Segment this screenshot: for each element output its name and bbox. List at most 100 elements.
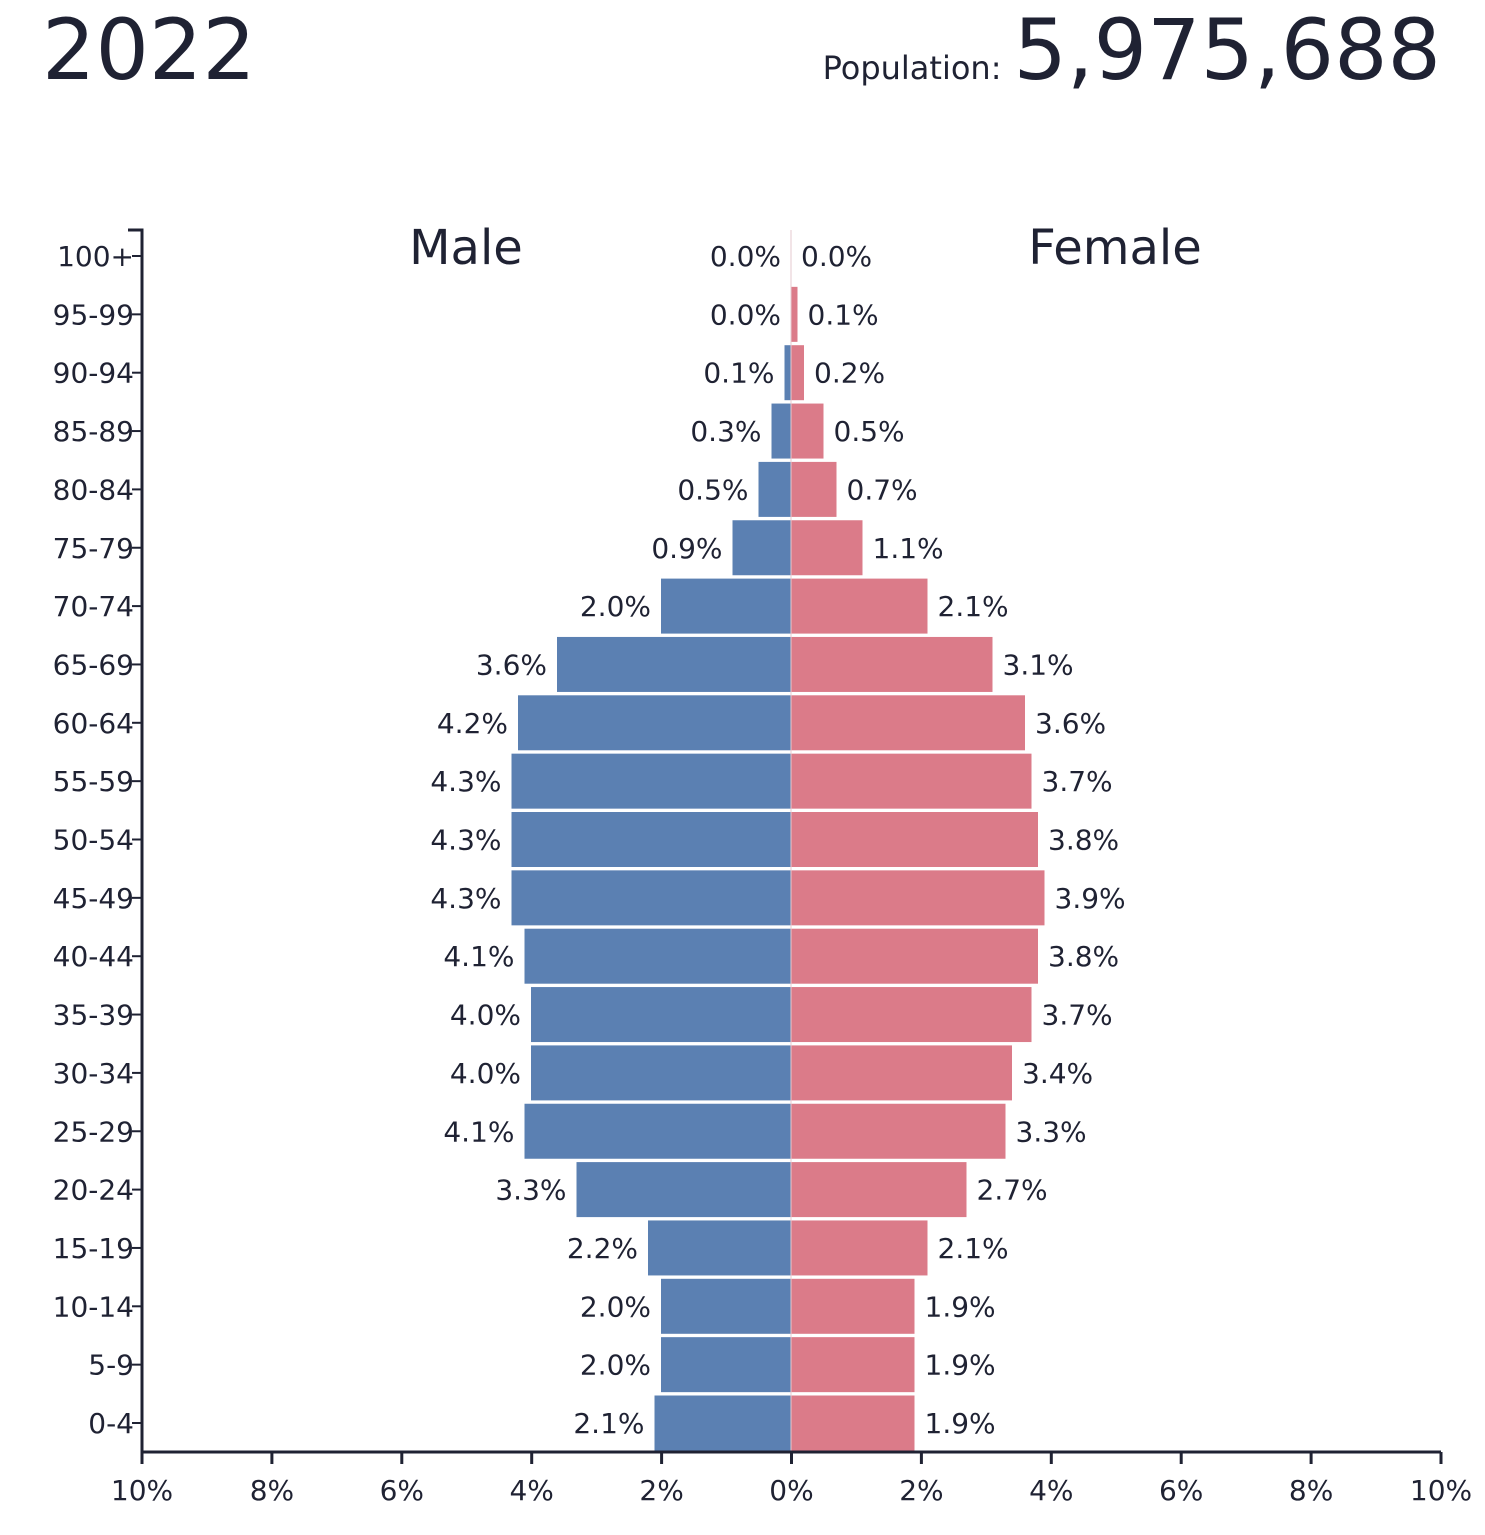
male-value-label: 4.3% (430, 882, 501, 915)
male-value-label: 4.2% (437, 707, 508, 740)
male-value-label: 0.0% (710, 240, 781, 273)
male-value-label: 0.0% (710, 298, 781, 331)
male-value-label: 4.1% (443, 1115, 514, 1148)
female-bar-20-24 (791, 1162, 967, 1218)
male-bar-80-84 (758, 461, 791, 517)
male-value-label: 4.1% (443, 940, 514, 973)
female-value-label: 3.7% (1042, 765, 1113, 798)
female-bar-60-64 (791, 695, 1025, 751)
male-bar-10-14 (661, 1278, 791, 1334)
female-value-label: 3.9% (1055, 882, 1126, 915)
age-group-label: 70-74 (53, 590, 134, 623)
age-group-label: 75-79 (53, 532, 134, 565)
female-value-label: 3.8% (1048, 940, 1119, 973)
female-bar-15-19 (791, 1220, 928, 1276)
male-value-label: 3.3% (495, 1174, 566, 1207)
x-tick-label: 6% (1159, 1474, 1203, 1507)
x-tick-label: 10% (111, 1474, 173, 1507)
population-value: 5,975,688 (1013, 1, 1441, 99)
x-tick-label: 10% (1410, 1474, 1472, 1507)
male-value-label: 2.2% (567, 1232, 638, 1265)
male-series-title: Male (409, 220, 523, 276)
male-bar-60-64 (518, 695, 791, 751)
female-value-label: 0.7% (847, 473, 918, 506)
x-tick-label: 8% (1289, 1474, 1333, 1507)
female-value-label: 2.1% (938, 1232, 1009, 1265)
female-value-label: 3.8% (1048, 824, 1119, 857)
female-bar-55-59 (791, 753, 1032, 809)
age-group-label: 35-39 (53, 999, 134, 1032)
female-bar-70-74 (791, 578, 928, 634)
male-value-label: 3.6% (476, 648, 547, 681)
male-bar-75-79 (732, 520, 791, 576)
male-value-label: 0.3% (690, 415, 761, 448)
bars-layer (511, 286, 1045, 1451)
female-value-label: 0.0% (801, 240, 872, 273)
age-group-label: 95-99 (53, 298, 134, 331)
population-label: Population: (822, 49, 1002, 87)
female-value-label: 0.1% (808, 298, 879, 331)
male-value-label: 2.1% (573, 1407, 644, 1440)
y-axis-line (128, 228, 144, 1452)
female-bar-40-44 (791, 928, 1038, 984)
female-bar-85-89 (791, 403, 824, 459)
male-bar-25-29 (524, 1103, 791, 1159)
female-value-label: 3.1% (1003, 648, 1074, 681)
age-group-label: 50-54 (53, 824, 134, 857)
x-tick-label: 2% (899, 1474, 943, 1507)
female-bar-65-69 (791, 636, 993, 692)
age-group-label: 85-89 (53, 415, 134, 448)
female-bar-95-99 (791, 286, 798, 342)
female-value-label: 3.7% (1042, 999, 1113, 1032)
female-bar-80-84 (791, 461, 837, 517)
male-value-label: 0.5% (677, 473, 748, 506)
male-bar-55-59 (511, 753, 791, 809)
male-bar-90-94 (784, 345, 791, 401)
x-tick-label: 8% (250, 1474, 294, 1507)
female-value-label: 3.4% (1022, 1057, 1093, 1090)
male-value-label: 4.0% (450, 1057, 521, 1090)
female-value-label: 0.5% (834, 415, 905, 448)
female-bar-25-29 (791, 1103, 1006, 1159)
male-value-label: 0.1% (703, 357, 774, 390)
male-bar-35-39 (531, 987, 791, 1043)
male-value-label: 0.9% (651, 532, 722, 565)
female-value-label: 0.2% (814, 357, 885, 390)
male-value-label: 2.0% (580, 1290, 651, 1323)
age-group-label: 65-69 (53, 648, 134, 681)
female-series-title: Female (1028, 220, 1202, 276)
x-tick-label: 4% (509, 1474, 553, 1507)
female-value-label: 1.9% (925, 1349, 996, 1382)
female-value-label: 1.9% (925, 1407, 996, 1440)
male-bar-65-69 (557, 636, 791, 692)
age-group-label: 30-34 (53, 1057, 134, 1090)
male-bar-70-74 (661, 578, 791, 634)
male-bar-5-9 (661, 1337, 791, 1393)
age-group-label: 10-14 (53, 1290, 134, 1323)
x-tick-label: 6% (380, 1474, 424, 1507)
male-value-label: 4.0% (450, 999, 521, 1032)
female-value-label: 1.9% (925, 1290, 996, 1323)
age-group-label: 45-49 (53, 882, 134, 915)
age-group-label: 20-24 (53, 1174, 134, 1207)
female-value-label: 2.1% (938, 590, 1009, 623)
male-value-label: 4.3% (430, 765, 501, 798)
female-value-label: 3.3% (1016, 1115, 1087, 1148)
year-title: 2022 (42, 1, 256, 99)
x-tick-label: 4% (1029, 1474, 1073, 1507)
female-bar-50-54 (791, 812, 1038, 867)
labels-layer: 100+ 0.0% 0.0% 95-99 0.0% 0.1% 90-94 0.1% 0.2% 85… (53, 240, 1126, 1440)
x-tick-label: 0% (769, 1474, 813, 1507)
female-bar-0-4 (791, 1395, 915, 1451)
female-bar-90-94 (791, 345, 804, 401)
male-bar-45-49 (511, 870, 791, 926)
male-value-label: 2.0% (580, 1349, 651, 1382)
age-group-label: 60-64 (53, 707, 134, 740)
female-bar-75-79 (791, 520, 863, 576)
female-bar-35-39 (791, 987, 1032, 1043)
age-group-label: 40-44 (53, 940, 134, 973)
age-group-label: 90-94 (53, 357, 134, 390)
age-group-label: 55-59 (53, 765, 134, 798)
age-group-label: 25-29 (53, 1115, 134, 1148)
